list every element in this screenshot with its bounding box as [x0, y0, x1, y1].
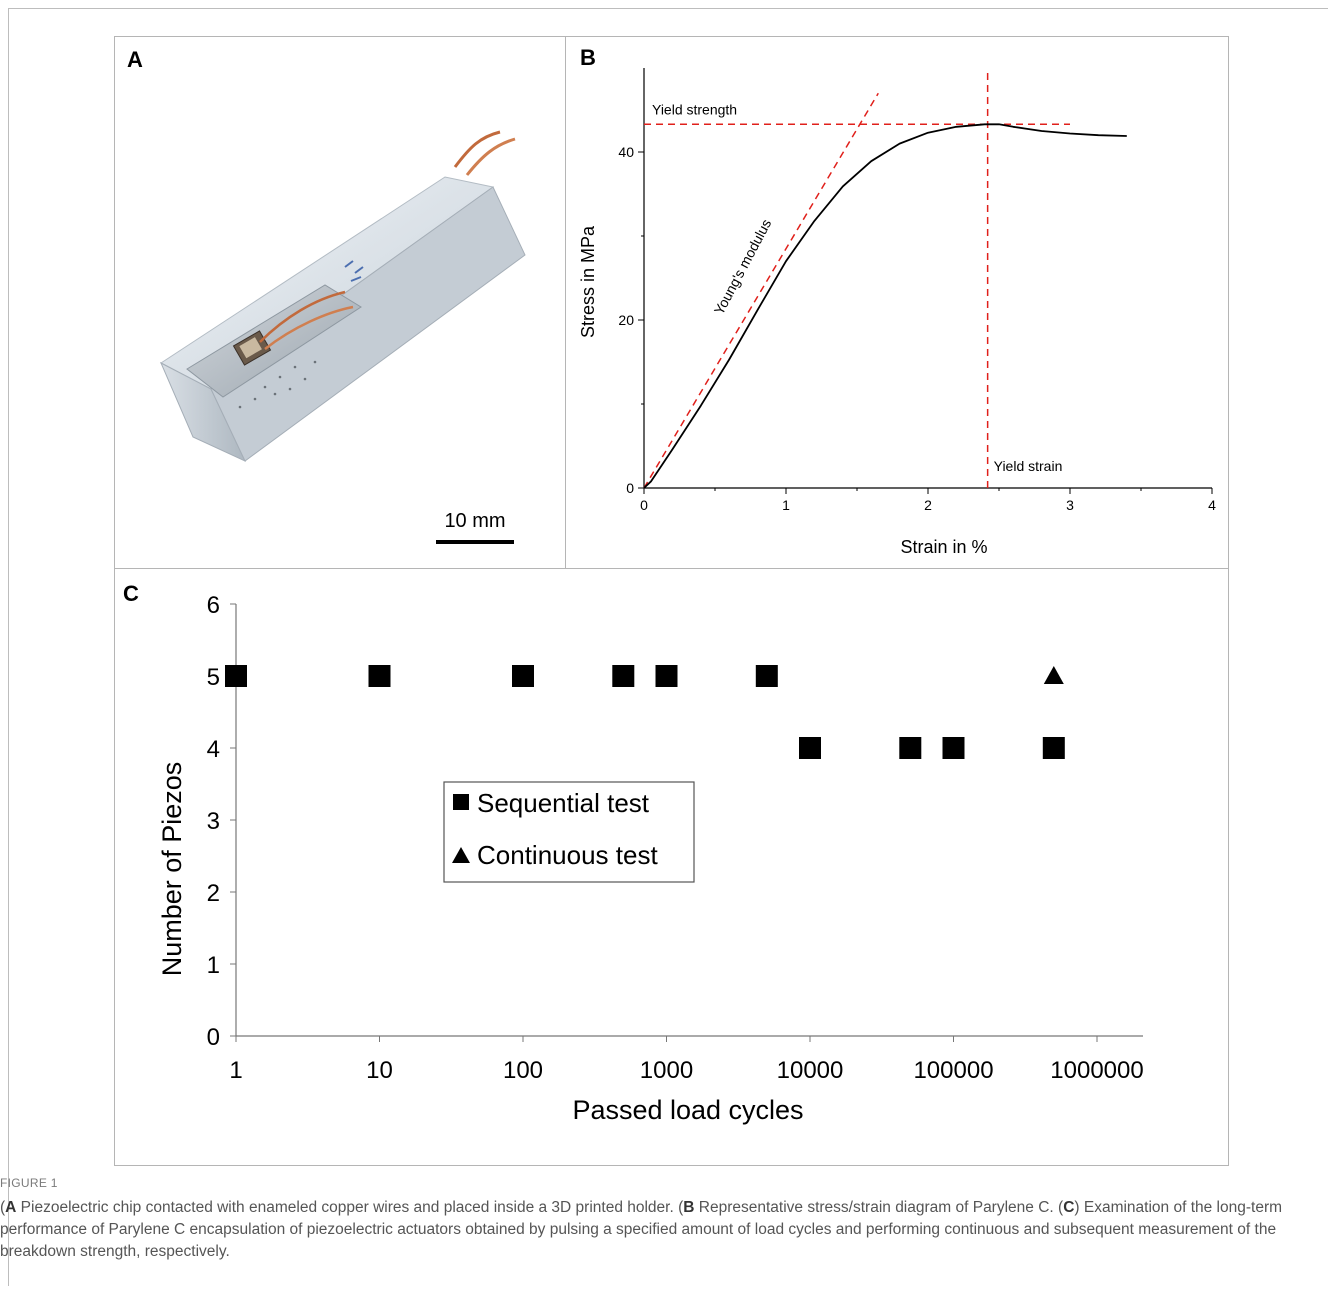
holder-image [159, 130, 526, 463]
sequential-test-point [225, 665, 247, 687]
scale-bar-label: 10 mm [444, 510, 505, 532]
x-tick-label: 1 [782, 497, 790, 513]
caption-ref-c: C [1063, 1199, 1075, 1216]
panel-label-b: B [580, 45, 596, 70]
legend-triangle-marker [452, 847, 470, 863]
y-tick-label: 1 [207, 952, 220, 979]
stress-strain-curve [643, 123, 1127, 489]
x-tick-label: 10 [366, 1057, 393, 1084]
caption-part-b: Representative stress/strain diagram of … [694, 1199, 1064, 1216]
figure-caption: (A Piezoelectric chip contacted with ena… [0, 1199, 1283, 1260]
y-axis-label: Stress in MPa [578, 225, 598, 338]
sequential-test-point [755, 665, 778, 687]
panel-a-photo: A 10 [127, 47, 526, 544]
sequential-test-point [612, 665, 635, 687]
youngs-modulus-line [643, 92, 879, 489]
y-tick-label: 40 [618, 144, 634, 160]
panel-label-c: C [123, 581, 139, 606]
x-tick-label: 3 [1066, 497, 1074, 513]
y-tick-label: 2 [207, 880, 220, 907]
sequential-test-point [512, 665, 534, 687]
y-tick-label: 20 [618, 312, 634, 328]
continuous-test-point [1043, 666, 1064, 684]
panel-divider-vertical [565, 36, 566, 568]
youngs-modulus-label: Young's modulus [711, 216, 775, 317]
y-axis-label: Number of Piezos [157, 762, 187, 977]
y-tick-label: 0 [626, 480, 634, 496]
yield-strain-label: Yield strain [994, 458, 1063, 474]
x-axis-label: Strain in % [900, 537, 987, 557]
y-tick-label: 4 [207, 736, 220, 763]
y-tick-label: 5 [207, 664, 220, 691]
legend-box [443, 781, 695, 883]
legend: Sequential test Continuous test [443, 781, 695, 883]
x-tick-label: 4 [1208, 497, 1216, 513]
panel-label-a: A [127, 47, 143, 72]
x-tick-label: 2 [924, 497, 932, 513]
panel-divider-horizontal [114, 568, 1229, 569]
caption-part-a: Piezoelectric chip contacted with enamel… [16, 1199, 684, 1216]
sequential-test-point [368, 665, 391, 687]
sequential-test-point [942, 737, 965, 759]
sequential-test-point [899, 737, 922, 759]
legend-square-marker [453, 794, 469, 810]
sequential-test-point [655, 665, 678, 687]
y-tick-label: 6 [207, 592, 220, 619]
y-tick-label: 0 [207, 1024, 220, 1051]
x-tick-label: 1000000 [1050, 1057, 1143, 1084]
legend-entry-continuous: Continuous test [477, 840, 658, 870]
x-tick-label: 1000 [640, 1057, 693, 1084]
figure-frame [114, 36, 1229, 1166]
x-tick-label: 10000 [777, 1057, 844, 1084]
y-tick-label: 3 [207, 808, 220, 835]
caption-ref-b: B [683, 1199, 695, 1216]
scale-bar [436, 540, 514, 544]
x-tick-label: 100 [503, 1057, 543, 1084]
sequential-test-point [1042, 737, 1065, 759]
caption-ref-a: A [5, 1199, 17, 1216]
figure-label: FIGURE 1 [0, 1176, 58, 1190]
caption-part-c: Examination of the long-term performance… [0, 1199, 1283, 1260]
x-axis-label: Passed load cycles [572, 1095, 803, 1125]
page-border [8, 8, 1328, 1286]
yield-strength-label: Yield strength [652, 101, 737, 117]
legend-entry-sequential: Sequential test [477, 788, 650, 818]
x-tick-label: 100000 [913, 1057, 993, 1084]
x-tick-label: 0 [640, 497, 648, 513]
x-tick-label: 1 [229, 1057, 242, 1084]
sequential-test-point [799, 737, 821, 759]
